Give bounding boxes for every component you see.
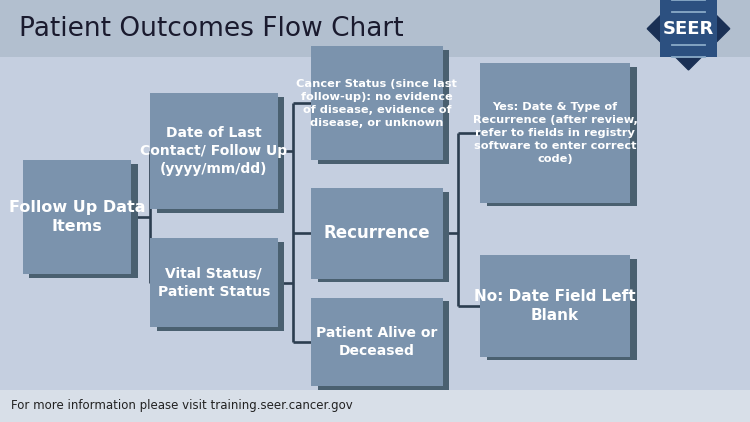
Text: Follow Up Data
Items: Follow Up Data Items [9,200,146,235]
FancyBboxPatch shape [22,160,131,274]
FancyBboxPatch shape [318,192,449,282]
FancyBboxPatch shape [311,188,442,279]
FancyBboxPatch shape [311,298,442,386]
FancyBboxPatch shape [660,0,717,57]
FancyBboxPatch shape [480,63,630,203]
Bar [0,390,750,422]
FancyBboxPatch shape [487,259,637,360]
Text: No: Date Field Left
Blank: No: Date Field Left Blank [474,289,636,323]
Text: Recurrence: Recurrence [323,224,430,242]
FancyBboxPatch shape [29,164,138,278]
Text: Date of Last
Contact/ Follow Up
(yyyy/mm/dd): Date of Last Contact/ Follow Up (yyyy/mm… [140,126,287,176]
FancyBboxPatch shape [157,242,284,331]
Text: SEER: SEER [663,20,714,38]
Text: Cancer Status (since last
follow-up): no evidence
of disease, evidence of
diseas: Cancer Status (since last follow-up): no… [296,79,458,127]
FancyBboxPatch shape [157,97,284,213]
Bar [0,0,750,57]
Polygon shape [647,0,730,70]
FancyBboxPatch shape [480,255,630,357]
FancyBboxPatch shape [318,50,449,164]
Text: For more information please visit training.seer.cancer.gov: For more information please visit traini… [11,400,353,412]
Text: Yes: Date & Type of
Recurrence (after review,
refer to fields in registry
softwa: Yes: Date & Type of Recurrence (after re… [472,102,638,164]
Text: Patient Outcomes Flow Chart: Patient Outcomes Flow Chart [19,16,404,42]
FancyBboxPatch shape [311,46,442,160]
Text: Patient Alive or
Deceased: Patient Alive or Deceased [316,326,437,358]
FancyBboxPatch shape [150,93,278,209]
FancyBboxPatch shape [150,238,278,327]
FancyBboxPatch shape [487,67,637,206]
FancyBboxPatch shape [318,301,449,390]
Text: Vital Status/
Patient Status: Vital Status/ Patient Status [158,267,270,299]
